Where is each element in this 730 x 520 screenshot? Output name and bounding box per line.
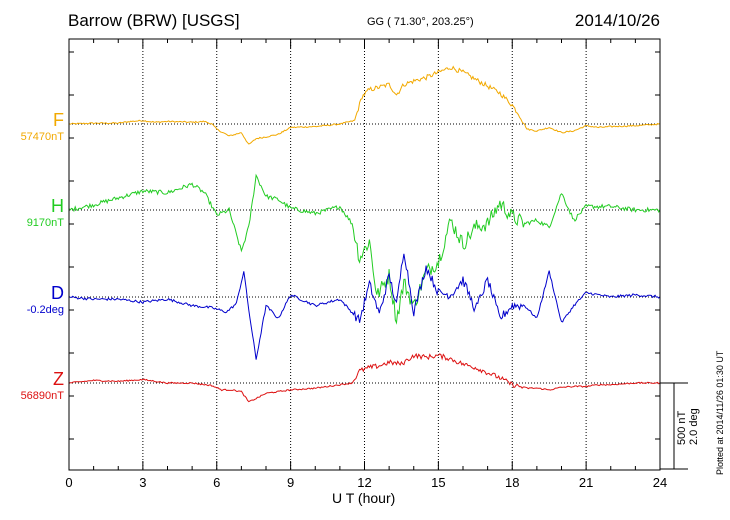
plotted-at-label: Plotted at 2014/11/26 01:30 UT	[715, 350, 725, 475]
component-letter: D	[51, 283, 64, 303]
component-baseline: 57470nT	[20, 131, 64, 143]
component-baseline: -0.2deg	[26, 304, 64, 316]
x-tick-label: 21	[579, 475, 593, 490]
component-label-z: Z 56890nT	[21, 369, 64, 403]
x-tick-label: 24	[653, 475, 667, 490]
axis-ticks: 0 3 6 9 12 15 18 21 24	[65, 39, 667, 490]
coordinates: GG ( 71.30°, 203.25°)	[367, 16, 474, 28]
x-tick-label: 18	[505, 475, 519, 490]
component-letter: Z	[53, 369, 64, 389]
x-tick-label: 12	[357, 475, 371, 490]
component-label-f: F 57470nT	[21, 110, 64, 144]
component-letter: H	[51, 196, 64, 216]
series-line-z	[68, 352, 661, 403]
component-label-d: D -0.2deg	[27, 283, 64, 317]
station-title: Barrow (BRW) [USGS]	[68, 11, 240, 30]
grid	[69, 39, 660, 470]
scale-deg-label: 2.0 deg	[688, 408, 700, 445]
x-tick-label: 3	[139, 475, 146, 490]
x-axis-label: U T (hour)	[332, 490, 396, 506]
x-tick-label: 15	[431, 475, 445, 490]
x-tick-label: 0	[65, 475, 72, 490]
component-label-h: H 9170nT	[27, 196, 64, 230]
component-letter: F	[53, 110, 64, 130]
x-tick-label: 9	[287, 475, 294, 490]
series-group	[68, 65, 661, 403]
scale-nt-label: 500 nT	[676, 410, 688, 445]
series-line-d	[68, 253, 661, 360]
component-baseline: 9170nT	[26, 217, 64, 229]
scale-bar	[660, 382, 688, 470]
date-label: 2014/10/26	[574, 11, 660, 30]
x-tick-label: 6	[213, 475, 220, 490]
component-baseline: 56890nT	[20, 390, 64, 402]
series-line-h	[68, 173, 661, 325]
series-line-f	[68, 65, 661, 145]
plot-frame	[68, 38, 661, 471]
